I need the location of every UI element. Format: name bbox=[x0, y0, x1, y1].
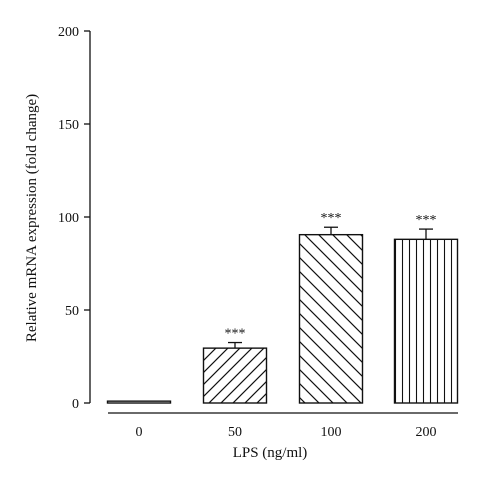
bar-100 bbox=[298, 233, 364, 404]
significance-marker: *** bbox=[225, 327, 246, 342]
y-axis: 0 50 100 150 200 bbox=[58, 25, 91, 412]
x-axis: 0 50 100 200 bbox=[108, 412, 458, 440]
bar-200 bbox=[393, 238, 459, 404]
y-axis-title: Relative mRNA expression (fold change) bbox=[24, 94, 40, 342]
significance-marker: *** bbox=[321, 211, 342, 226]
y-tick-label: 0 bbox=[72, 397, 79, 412]
significance-marker: *** bbox=[416, 213, 437, 228]
x-tick-label: 50 bbox=[228, 425, 242, 440]
bars: *** *** *** bbox=[106, 211, 459, 404]
y-tick-label: 100 bbox=[58, 211, 79, 226]
y-tick-label: 50 bbox=[65, 304, 79, 319]
bar-0 bbox=[106, 400, 172, 404]
y-tick-label: 200 bbox=[58, 25, 79, 40]
x-tick-label: 0 bbox=[136, 425, 143, 440]
bar-50 bbox=[202, 347, 268, 404]
x-tick-label: 200 bbox=[416, 425, 437, 440]
x-axis-title: LPS (ng/ml) bbox=[233, 445, 308, 461]
y-tick-label: 150 bbox=[58, 118, 79, 133]
x-tick-label: 100 bbox=[321, 425, 342, 440]
